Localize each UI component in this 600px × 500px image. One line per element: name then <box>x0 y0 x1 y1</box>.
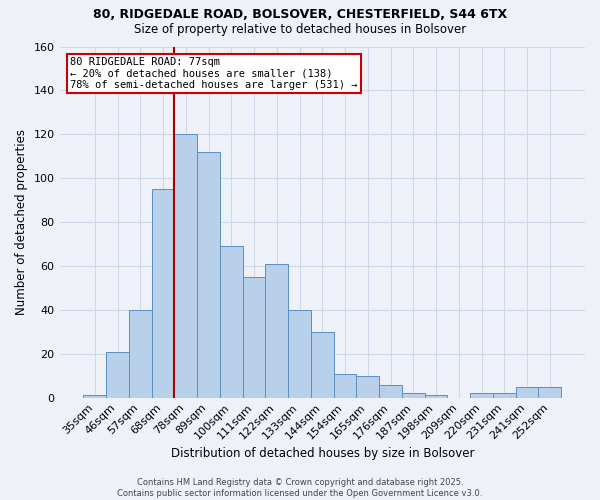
Text: Contains HM Land Registry data © Crown copyright and database right 2025.
Contai: Contains HM Land Registry data © Crown c… <box>118 478 482 498</box>
Bar <box>175 134 197 398</box>
Bar <box>129 310 152 398</box>
Bar <box>106 352 129 398</box>
Y-axis label: Number of detached properties: Number of detached properties <box>15 129 28 315</box>
Text: Size of property relative to detached houses in Bolsover: Size of property relative to detached ho… <box>134 22 466 36</box>
Bar <box>425 396 448 398</box>
Bar <box>334 374 356 398</box>
Bar <box>83 396 106 398</box>
Bar <box>538 386 561 398</box>
X-axis label: Distribution of detached houses by size in Bolsover: Distribution of detached houses by size … <box>170 447 474 460</box>
Bar <box>220 246 242 398</box>
Bar <box>515 386 538 398</box>
Bar <box>288 310 311 398</box>
Bar <box>379 384 402 398</box>
Text: 80, RIDGEDALE ROAD, BOLSOVER, CHESTERFIELD, S44 6TX: 80, RIDGEDALE ROAD, BOLSOVER, CHESTERFIE… <box>93 8 507 20</box>
Bar <box>265 264 288 398</box>
Bar <box>242 277 265 398</box>
Bar <box>470 394 493 398</box>
Bar <box>493 394 515 398</box>
Bar <box>152 189 175 398</box>
Bar <box>356 376 379 398</box>
Bar <box>402 394 425 398</box>
Bar <box>197 152 220 398</box>
Text: 80 RIDGEDALE ROAD: 77sqm
← 20% of detached houses are smaller (138)
78% of semi-: 80 RIDGEDALE ROAD: 77sqm ← 20% of detach… <box>70 57 358 90</box>
Bar <box>311 332 334 398</box>
